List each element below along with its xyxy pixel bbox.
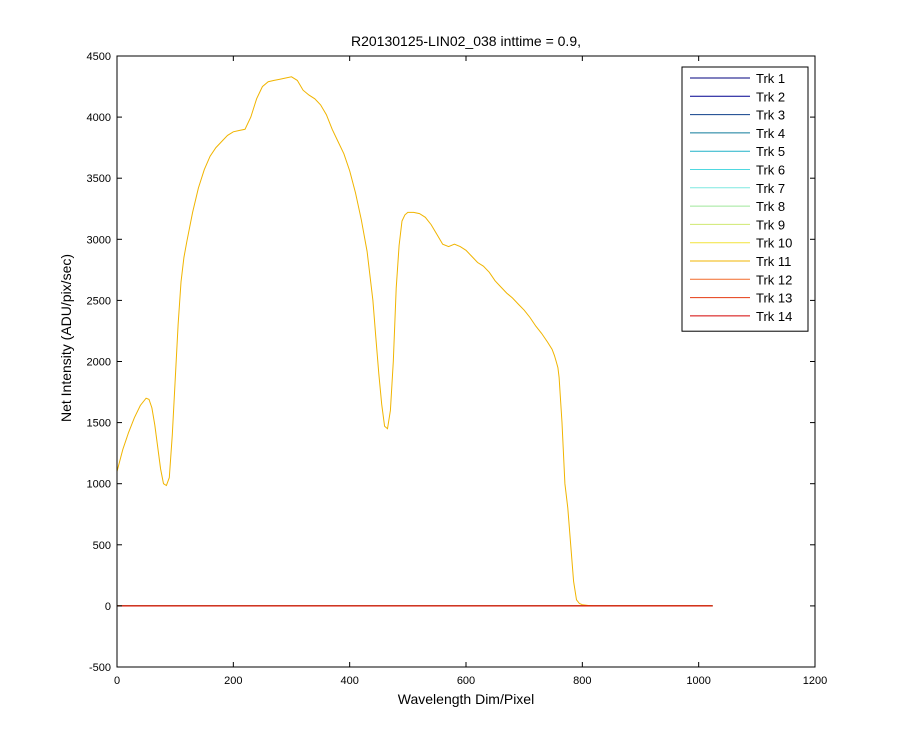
legend-label-6: Trk 6: [756, 163, 785, 178]
y-axis-ticks: -500 0 500 1000 1500 2000 2500 3000 3500 4000 4500: [87, 51, 815, 674]
y-tick-label: 1500: [87, 418, 111, 430]
legend-label-7: Trk 7: [756, 181, 785, 196]
legend-label-2: Trk 2: [756, 89, 785, 104]
y-tick-label: 4000: [87, 112, 111, 124]
legend-label-5: Trk 5: [756, 144, 785, 159]
legend: Trk 1 Trk 2 Trk 3 Trk 4 Trk 5 Trk 6 Trk 7 Trk 8…: [681, 66, 809, 332]
y-axis-label: Net Intensity (ADU/pix/sec): [58, 254, 74, 422]
y-tick-label: -500: [89, 662, 111, 674]
series-line-11: [116, 76, 713, 607]
legend-label-12: Trk 12: [756, 272, 792, 287]
x-tick-label: 0: [114, 675, 120, 687]
legend-label-1: Trk 1: [756, 71, 785, 86]
y-tick-label: 2500: [87, 295, 111, 307]
y-tick-label: 500: [93, 540, 111, 552]
x-tick-label: 1200: [803, 675, 827, 687]
legend-label-11: Trk 11: [756, 254, 791, 269]
chart-title: R20130125-LIN02_038 inttime = 0.9,: [351, 33, 581, 49]
legend-box: [681, 66, 809, 332]
legend-label-9: Trk 9: [756, 217, 785, 232]
legend-label-14: Trk 14: [756, 309, 792, 324]
legend-label-8: Trk 8: [756, 199, 785, 214]
x-tick-label: 1000: [686, 675, 710, 687]
y-tick-label: 1000: [87, 479, 111, 491]
y-tick-label: 4500: [87, 51, 111, 63]
y-tick-label: 0: [105, 601, 111, 613]
x-tick-label: 400: [340, 675, 358, 687]
x-axis-label: Wavelength Dim/Pixel: [398, 691, 534, 707]
legend-label-13: Trk 13: [756, 291, 792, 306]
x-tick-label: 800: [573, 675, 591, 687]
legend-label-3: Trk 3: [756, 108, 785, 123]
x-tick-label: 600: [457, 675, 475, 687]
legend-label-4: Trk 4: [756, 126, 785, 141]
y-tick-label: 3000: [87, 234, 111, 246]
legend-label-10: Trk 10: [756, 236, 792, 251]
series-layer: [116, 76, 713, 607]
y-tick-label: 2000: [87, 357, 111, 369]
y-tick-label: 3500: [87, 173, 111, 185]
x-tick-label: 200: [224, 675, 242, 687]
x-axis-ticks: 0 200 400 600 800 1000 1200: [114, 56, 827, 687]
